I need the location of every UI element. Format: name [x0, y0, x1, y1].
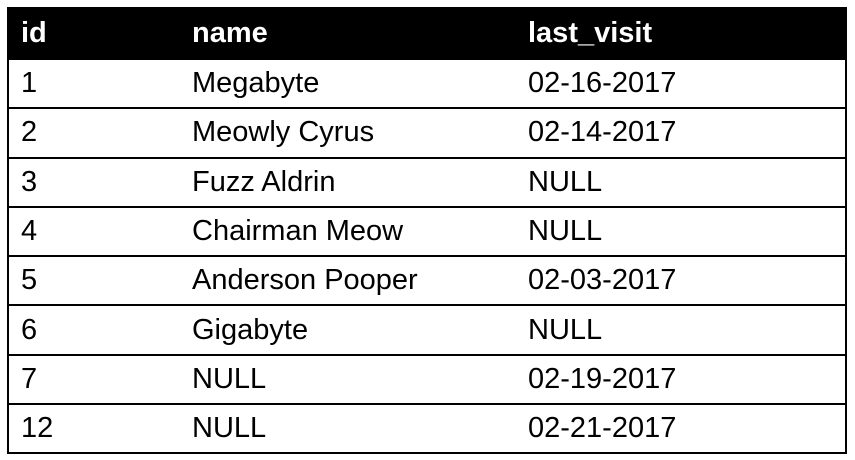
table-header: id name last_visit	[7, 7, 847, 60]
cell-last-visit: 02-14-2017	[516, 108, 847, 159]
data-table: id name last_visit 1 Megabyte 02-16-2017…	[7, 7, 847, 455]
cell-name: Megabyte	[180, 59, 516, 110]
cell-name: NULL	[180, 404, 516, 455]
table-row: 5 Anderson Pooper 02-03-2017	[7, 256, 847, 307]
cell-id: 5	[7, 256, 180, 307]
cell-id: 12	[7, 404, 180, 455]
table-row: 12 NULL 02-21-2017	[7, 404, 847, 455]
cell-name: Chairman Meow	[180, 206, 516, 258]
cell-last-visit: NULL	[516, 206, 847, 258]
table-row: 3 Fuzz Aldrin NULL	[7, 157, 847, 208]
cell-id: 1	[7, 59, 180, 110]
data-table-container: id name last_visit 1 Megabyte 02-16-2017…	[7, 7, 847, 455]
cell-last-visit: 02-19-2017	[516, 354, 847, 406]
header-row: id name last_visit	[7, 7, 847, 60]
header-id: id	[7, 7, 180, 60]
cell-name: Meowly Cyrus	[180, 108, 516, 159]
cell-last-visit: NULL	[516, 305, 847, 356]
table-body: 1 Megabyte 02-16-2017 2 Meowly Cyrus 02-…	[7, 59, 847, 455]
header-name: name	[180, 7, 516, 60]
cell-last-visit: NULL	[516, 157, 847, 208]
table-row: 4 Chairman Meow NULL	[7, 206, 847, 258]
table-row: 6 Gigabyte NULL	[7, 305, 847, 356]
table-row: 2 Meowly Cyrus 02-14-2017	[7, 108, 847, 159]
cell-name: Fuzz Aldrin	[180, 157, 516, 208]
table-row: 7 NULL 02-19-2017	[7, 354, 847, 406]
header-last-visit: last_visit	[516, 7, 847, 60]
table-row: 1 Megabyte 02-16-2017	[7, 59, 847, 110]
cell-id: 3	[7, 157, 180, 208]
cell-id: 2	[7, 108, 180, 159]
cell-name: Gigabyte	[180, 305, 516, 356]
cell-id: 7	[7, 354, 180, 406]
cell-id: 4	[7, 206, 180, 258]
cell-last-visit: 02-21-2017	[516, 404, 847, 455]
cell-id: 6	[7, 305, 180, 356]
cell-last-visit: 02-03-2017	[516, 256, 847, 307]
cell-name: Anderson Pooper	[180, 256, 516, 307]
cell-name: NULL	[180, 354, 516, 406]
cell-last-visit: 02-16-2017	[516, 59, 847, 110]
